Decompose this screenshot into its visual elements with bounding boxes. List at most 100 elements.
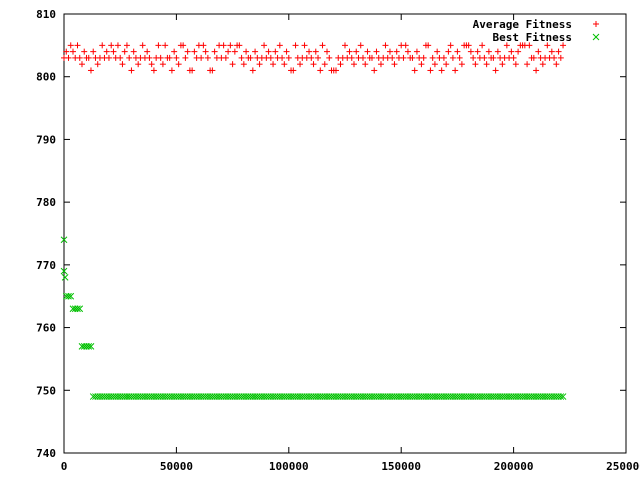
average-fitness-point [371,67,378,74]
average-fitness-point [209,67,216,74]
average-fitness-point [373,48,380,55]
average-fitness-point [292,42,299,49]
average-fitness-point [306,48,313,55]
x-tick-label: 150000 [381,460,421,473]
average-fitness-point [481,54,488,61]
average-fitness-point [557,54,564,61]
average-fitness-point [377,61,384,68]
average-fitness-point [346,48,353,55]
average-fitness-point [67,42,74,49]
average-fitness-point [321,61,328,68]
average-fitness-point [121,48,128,55]
average-fitness-point [560,42,567,49]
average-fitness-point [508,48,515,55]
average-fitness-point [108,42,115,49]
average-fitness-point [465,42,472,49]
average-fitness-point [297,61,304,68]
average-fitness-point [162,42,169,49]
average-fitness-point [128,67,135,74]
y-tick-label: 770 [36,259,56,272]
average-fitness-point [276,42,283,49]
plot-frame [63,13,627,454]
average-fitness-point [438,67,445,74]
best-fitness-point [61,274,69,281]
average-fitness-point [74,42,81,49]
average-fitness-point [231,48,238,55]
average-fitness-point [362,61,369,68]
average-fitness-point [240,61,247,68]
average-fitness-point [515,48,522,55]
average-fitness-point [117,54,124,61]
average-fitness-point [324,48,331,55]
average-fitness-point [200,42,207,49]
legend: Average Fitness Best Fitness [473,18,600,44]
average-fitness-point [229,61,236,68]
average-fitness-point [420,54,427,61]
average-fitness-point [535,48,542,55]
average-fitness-point [400,54,407,61]
average-fitness-point [359,54,366,61]
average-fitness-point [485,48,492,55]
average-fitness-point [159,61,166,68]
average-fitness-point [539,61,546,68]
average-fitness-point [389,54,396,61]
average-fitness-point [310,61,317,68]
average-fitness-point [533,67,540,74]
average-fitness-point [238,54,245,61]
average-fitness-point [90,48,97,55]
average-fitness-point [157,54,164,61]
average-fitness-point [173,54,180,61]
average-fitness-point [544,42,551,49]
average-fitness-point [456,54,463,61]
average-fitness-point [256,61,263,68]
y-tick-label: 790 [36,133,56,146]
average-fitness-point [211,48,218,55]
average-fitness-point [447,42,454,49]
y-tick-label: 760 [36,322,56,335]
best-fitness-point [60,267,68,275]
y-tick-label: 740 [36,447,56,460]
average-fitness-point [503,42,510,49]
average-fitness-point [553,61,560,68]
average-fitness-point [492,67,499,74]
average-fitness-point [526,42,533,49]
average-fitness-point [144,48,151,55]
average-fitness-point [308,54,315,61]
average-fitness-point [247,54,254,61]
y-tick-label: 750 [36,384,56,397]
average-fitness-point [404,48,411,55]
series-average-fitness [61,42,567,74]
average-fitness-point [243,48,250,55]
average-fitness-point [342,42,348,49]
average-fitness-point [319,42,326,49]
legend-label-best-fitness: Best Fitness [493,31,572,44]
average-fitness-point [494,48,501,55]
average-fitness-point [103,48,110,55]
average-fitness-point [99,42,106,49]
average-fitness-point [301,42,308,49]
average-fitness-point [315,54,322,61]
average-fitness-point [312,48,319,55]
average-fitness-point [409,54,416,61]
average-fitness-point [337,61,344,68]
average-fitness-point [171,48,178,55]
average-fitness-point [198,54,205,61]
y-tick-label: 800 [36,71,56,84]
average-fitness-point [317,67,324,74]
average-fitness-point [382,42,389,49]
average-fitness-point [94,61,101,68]
average-fitness-point [155,42,162,49]
average-fitness-point [65,54,72,61]
best-fitness-point [60,236,68,244]
average-fitness-point [391,61,398,68]
best-fitness-point [65,292,72,300]
series-best-fitness [60,236,567,400]
average-fitness-point [202,48,209,55]
average-fitness-point [105,54,112,61]
average-fitness-point [114,42,121,49]
average-fitness-point [483,61,490,68]
average-fitness-point [119,61,126,68]
average-fitness-point [146,54,153,61]
average-fitness-point [530,54,537,61]
best-fitness-point [85,343,93,350]
